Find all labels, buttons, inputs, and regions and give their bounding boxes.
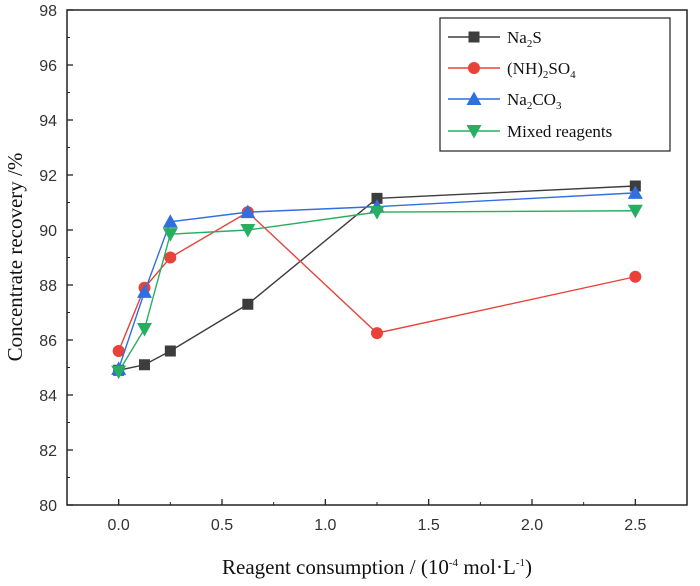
y-tick-label: 82 xyxy=(39,443,57,460)
series-1 xyxy=(112,206,642,357)
y-tick-label: 80 xyxy=(39,498,57,515)
data-point xyxy=(137,323,152,337)
data-point xyxy=(627,204,643,219)
data-point xyxy=(240,224,256,238)
data-point xyxy=(627,185,643,199)
legend-label-nh2so4: (NH)2SO4 xyxy=(507,59,576,81)
x-tick-label: 0.5 xyxy=(211,517,233,534)
x-tick-label: 0.0 xyxy=(108,517,130,534)
legend-label-mixed: Mixed reagents xyxy=(507,122,612,141)
y-tick-label: 88 xyxy=(39,278,57,295)
data-point xyxy=(369,206,385,220)
legend-marker xyxy=(466,125,482,139)
y-tick-label: 92 xyxy=(39,168,57,185)
data-point xyxy=(137,284,152,298)
y-tick-label: 84 xyxy=(39,388,57,405)
data-point xyxy=(164,345,176,357)
legend: Na2S (NH)2SO4 Na2CO3 Mixed reagents xyxy=(439,17,671,152)
legend-marker xyxy=(468,31,480,43)
legend-marker xyxy=(466,91,482,105)
data-point xyxy=(139,359,150,371)
y-tick-label: 94 xyxy=(39,113,57,130)
series-line xyxy=(118,211,636,352)
x-axis-title: Reagent consumption / (10-4 mol·L-1) xyxy=(222,555,532,579)
data-point xyxy=(112,345,125,357)
data-point xyxy=(371,192,383,204)
axis-ticks: 80 82 84 86 88 90 92 94 96 98 0.0 0.5 1.0 1.5 2.0 2.5 xyxy=(39,3,646,534)
y-tick-label: 86 xyxy=(39,333,57,350)
y-tick-label: 90 xyxy=(39,223,57,240)
x-tick-label: 2.5 xyxy=(624,517,646,534)
series-layer xyxy=(111,180,643,380)
legend-label-na2co3: Na2CO3 xyxy=(507,90,562,112)
data-point xyxy=(111,365,127,380)
x-tick-label: 2.0 xyxy=(521,517,543,534)
legend-marker xyxy=(468,62,480,74)
x-tick-label: 1.5 xyxy=(418,517,440,534)
legend-symbols xyxy=(448,31,500,139)
y-tick-label: 98 xyxy=(39,3,57,20)
data-point xyxy=(371,327,383,340)
legend-label-na2s: Na2S xyxy=(507,28,542,50)
data-point xyxy=(242,298,254,310)
data-point xyxy=(162,214,178,228)
data-point xyxy=(162,228,178,242)
y-axis-title: Concentrate recovery /% xyxy=(3,153,27,362)
data-point xyxy=(164,251,177,264)
x-tick-label: 1.0 xyxy=(314,517,336,534)
series-3 xyxy=(111,204,643,380)
data-point xyxy=(629,270,642,283)
data-point xyxy=(240,204,256,219)
series-line xyxy=(118,210,636,372)
y-tick-label: 96 xyxy=(39,58,57,75)
series-line xyxy=(118,192,636,370)
